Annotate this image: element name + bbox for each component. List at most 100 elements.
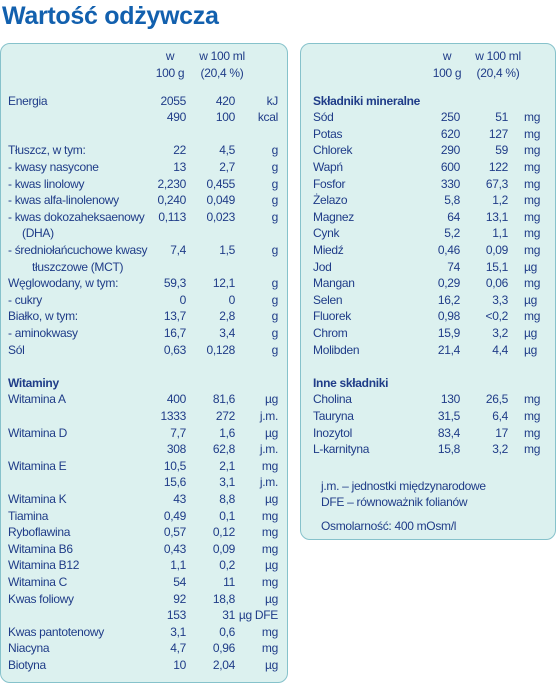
unit: g <box>271 193 279 208</box>
group: Energia 2055 420 kJ 490 100 kcal <box>1 93 287 126</box>
value: 620 <box>440 126 460 141</box>
value: 31 <box>222 608 235 623</box>
value: 0,49 <box>163 508 186 523</box>
value: 8,8 <box>219 491 235 506</box>
value: 4,7 <box>170 641 186 656</box>
value: 15,1 <box>485 259 508 274</box>
value: 490 <box>166 110 186 125</box>
group: Tłuszcz, w tym: 22 4,5 g - kwasy nasycone 13 2… <box>1 142 287 358</box>
row: Tiamina 0,49 0,1 mg <box>1 508 287 525</box>
value: 330 <box>440 176 460 191</box>
unit: g <box>271 176 279 191</box>
notes: j.m. – jednostki międzynarodowe DFE – rów… <box>301 478 555 511</box>
value: 3,2 <box>492 442 508 457</box>
row-label: Witamina C <box>8 574 68 589</box>
row-label: Fosfor <box>313 176 346 191</box>
value: 1,6 <box>219 425 235 440</box>
value: 54 <box>173 574 186 589</box>
row: - kwas dokozaheksaenowy 0,113 0,023 g <box>1 209 287 226</box>
row-label: - cukry <box>8 292 42 307</box>
value: 2,04 <box>212 657 235 672</box>
unit: mg <box>524 425 541 440</box>
row: Witamina D 7,7 1,6 µg <box>1 425 287 442</box>
value: 51 <box>495 110 508 125</box>
row-label: - kwas alfa-linolenowy <box>8 193 119 208</box>
row: Chrom 15,9 3,2 µg <box>301 325 555 342</box>
row-label: Witamina B12 <box>8 558 80 573</box>
row: Kwas foliowy 92 18,8 µg <box>1 591 287 608</box>
header-line: w w 100 ml <box>301 48 555 65</box>
unit: g <box>271 326 279 340</box>
unit: mg <box>261 574 278 589</box>
value: 43 <box>173 491 186 506</box>
row: Tauryna 31,5 6,4 mg <box>301 408 555 425</box>
row: Sól 0,63 0,128 g <box>1 342 287 359</box>
group-heading-line: Inne składniki <box>301 375 555 392</box>
row-label: Witamina K <box>8 491 67 506</box>
row-label: Witamina D <box>8 425 68 440</box>
value: 122 <box>488 160 508 175</box>
unit: g <box>271 160 279 175</box>
row-label: Tłuszcz, w tym: <box>8 143 86 158</box>
value: 0,049 <box>206 193 235 208</box>
unit: µg <box>524 326 537 340</box>
row: - kwasy nasycone 13 2,7 g <box>1 159 287 176</box>
unit: mg <box>524 209 541 224</box>
row: 490 100 kcal <box>1 109 287 126</box>
group: Składniki mineralne Sód 250 51 mg Potas 620 127… <box>301 93 555 359</box>
row: Niacyna 4,7 0,96 mg <box>1 640 287 657</box>
unit: µg <box>524 292 537 307</box>
row: Sód 250 51 mg <box>301 109 555 126</box>
group-heading: Składniki mineralne <box>313 93 421 108</box>
row-label: Inozytol <box>313 425 352 440</box>
note: j.m. – jednostki międzynarodowe <box>321 478 486 493</box>
row-label: Fluorek <box>313 309 351 324</box>
row-label: Witamina B6 <box>8 541 73 556</box>
value: 16,2 <box>437 292 460 307</box>
value: 59,3 <box>163 276 186 291</box>
group-heading-line: Składniki mineralne <box>301 93 555 110</box>
value: 2,230 <box>157 176 186 191</box>
value: 0,2 <box>219 558 235 573</box>
value: 0,98 <box>437 309 460 324</box>
unit: mg <box>261 541 278 556</box>
row-label: Ryboflawina <box>8 525 71 540</box>
unit: µg <box>524 342 537 357</box>
note: DFE – równoważnik folianów <box>321 495 468 510</box>
value: 0,6 <box>219 624 235 639</box>
row-label: Tiamina <box>8 508 49 523</box>
row: - cukry 0 0 g <box>1 292 287 309</box>
value: 0,12 <box>212 525 235 540</box>
value: 3,1 <box>170 624 186 639</box>
value: 0,113 <box>158 209 186 224</box>
value: 127 <box>488 126 508 141</box>
unit: mg <box>524 193 541 208</box>
row: Kwas pantotenowy 3,1 0,6 mg <box>1 624 287 641</box>
unit: mg <box>524 176 541 191</box>
row: Potas 620 127 mg <box>301 126 555 143</box>
value: 3,4 <box>219 326 235 340</box>
value: 22 <box>173 143 186 158</box>
value: 10 <box>173 657 186 672</box>
unit: µg <box>265 491 278 506</box>
row-label: Żelazo <box>313 193 348 208</box>
value: 4,5 <box>219 143 235 158</box>
row-label: Magnez <box>313 209 354 224</box>
row: Chlorek 290 59 mg <box>301 142 555 159</box>
osmolarity: Osmolarność: 400 mOsm/l <box>321 518 457 533</box>
row: Witamina E 10,5 2,1 mg <box>1 458 287 475</box>
value: 83,4 <box>437 425 460 440</box>
row-label: Kwas foliowy <box>8 591 74 606</box>
unit: mg <box>524 392 541 407</box>
value: 74 <box>447 259 460 274</box>
value: 64 <box>447 209 460 224</box>
row-label: Selen <box>313 292 343 307</box>
row: Mangan 0,29 0,06 mg <box>301 275 555 292</box>
value: 1,2 <box>492 193 508 208</box>
header-line: 100 g (20,4 %) <box>1 65 287 82</box>
row: Fosfor 330 67,3 mg <box>301 176 555 193</box>
value: 290 <box>440 143 460 158</box>
unit: mg <box>261 641 278 656</box>
row: tłuszczowe (MCT) <box>1 259 287 276</box>
value: 0,023 <box>206 209 235 224</box>
